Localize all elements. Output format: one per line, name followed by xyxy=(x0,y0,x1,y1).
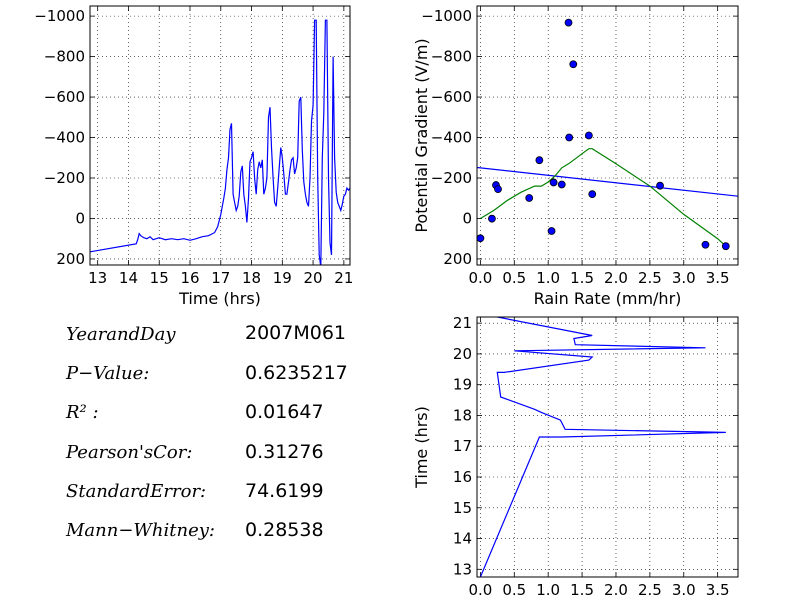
y-tick-label: −600 xyxy=(44,88,85,106)
x-tick-label: 2.5 xyxy=(638,581,662,599)
x-tick-label: 0.0 xyxy=(468,581,492,599)
x-tick-label: 1.0 xyxy=(536,269,560,287)
y-tick-label: −800 xyxy=(431,48,472,66)
x-tick-label: 20 xyxy=(304,269,323,287)
stat-label-year-and-day: YearandDay xyxy=(66,324,176,345)
y-tick-label: 18 xyxy=(453,406,472,424)
y-axis-label: Time (hrs) xyxy=(412,406,431,489)
y-tick-label: 17 xyxy=(453,437,472,455)
x-tick-label: 1.5 xyxy=(570,581,594,599)
y-tick-label: 20 xyxy=(453,345,472,363)
plot-area xyxy=(90,19,350,265)
y-tick-label: −200 xyxy=(44,169,85,187)
plot-frame xyxy=(89,5,351,266)
y-tick-label: 13 xyxy=(453,560,472,578)
y-tick-label: 14 xyxy=(453,530,472,548)
chart-panel-1: 13 14 15 16 17 18 19 20 21 200 0 −200 −400 −600 −800 −1… xyxy=(34,5,353,308)
data-point xyxy=(565,133,574,142)
data-point xyxy=(564,18,573,27)
y-tick-label: 21 xyxy=(453,314,472,332)
y-tick-label: −1000 xyxy=(421,7,472,25)
stat-label-r-squared: R² : xyxy=(66,402,99,423)
y-tick-label: 200 xyxy=(56,250,85,268)
y-tick-label: 0 xyxy=(462,209,472,227)
y-tick-label: 16 xyxy=(453,468,472,486)
data-point xyxy=(588,190,597,199)
data-point xyxy=(494,185,502,194)
data-point xyxy=(557,180,566,189)
x-tick-label: 3.0 xyxy=(672,581,696,599)
data-point xyxy=(701,240,710,249)
plot-frame xyxy=(476,316,739,578)
data-point xyxy=(477,234,485,243)
y-tick-label: −600 xyxy=(431,88,472,106)
data-point xyxy=(584,131,593,140)
y-tick-label: −1000 xyxy=(34,7,85,25)
stat-value-year-and-day: 2007M061 xyxy=(245,322,347,344)
x-tick-label: 18 xyxy=(242,269,261,287)
chart-panel-2: 0.0 0.5 1.0 1.5 2.0 2.5 3.0 3.5 200 0 −200 −400 −600… xyxy=(412,5,739,308)
x-tick-label: 19 xyxy=(273,269,292,287)
stat-label-pearsons-cor: Pearson'sCor: xyxy=(66,442,193,463)
y-tick-label: 19 xyxy=(453,376,472,394)
series-line-1 xyxy=(479,317,726,577)
x-tick-label: 2.5 xyxy=(638,269,662,287)
x-tick-label: 16 xyxy=(180,269,199,287)
data-point xyxy=(525,194,534,202)
x-tick-label: 17 xyxy=(211,269,230,287)
data-point xyxy=(721,242,730,251)
plot-frame xyxy=(476,5,739,266)
x-tick-label: 1.0 xyxy=(536,581,560,599)
x-tick-label: 3.5 xyxy=(706,269,730,287)
stat-value-pearsons-cor: 0.31276 xyxy=(245,441,324,463)
x-tick-label: 15 xyxy=(150,269,169,287)
y-axis-label: Potential Gradient (V/m) xyxy=(412,38,431,232)
y-tick-label: −400 xyxy=(431,129,472,147)
x-tick-label: 2.0 xyxy=(604,269,628,287)
stat-value-p-value: 0.6235217 xyxy=(245,362,348,384)
mean-line xyxy=(480,148,727,247)
y-tick-label: 15 xyxy=(453,499,472,517)
chart-panel-3: 0.0 0.5 1.0 1.5 2.0 2.5 3.0 3.5 13 14 15 16 17 18 19 20… xyxy=(412,314,739,599)
stat-value-mann-whitney: 0.28538 xyxy=(245,519,324,541)
x-tick-label: 2.0 xyxy=(604,581,628,599)
y-tick-label: −200 xyxy=(431,169,472,187)
y-tick-label: 0 xyxy=(75,209,85,227)
data-point xyxy=(656,181,664,190)
x-tick-label: 0.5 xyxy=(502,269,526,287)
x-tick-label: 3.5 xyxy=(706,581,730,599)
x-tick-label: 0.0 xyxy=(468,269,492,287)
x-tick-label: 3.0 xyxy=(672,269,696,287)
stat-value-r-squared: 0.01647 xyxy=(245,401,324,423)
fit-line xyxy=(477,166,738,197)
data-point xyxy=(549,178,558,187)
stat-value-standard-error: 74.6199 xyxy=(245,480,324,502)
x-tick-label: 13 xyxy=(88,269,107,287)
data-point xyxy=(569,60,578,69)
x-axis-label: Rain Rate (mm/hr) xyxy=(534,289,682,308)
x-tick-label: 21 xyxy=(334,269,353,287)
x-tick-label: 14 xyxy=(119,269,138,287)
stat-label-standard-error: StandardError: xyxy=(66,481,207,502)
series-line-1 xyxy=(90,19,350,265)
y-tick-label: −800 xyxy=(44,48,85,66)
data-point xyxy=(547,227,556,235)
y-tick-label: −400 xyxy=(44,129,85,147)
stat-label-mann-whitney: Mann−Whitney: xyxy=(66,520,215,541)
y-tick-label: 200 xyxy=(443,250,472,268)
plot-area xyxy=(477,18,738,251)
plot-area xyxy=(479,317,726,577)
data-point xyxy=(535,156,544,165)
stat-label-p-value: P−Value: xyxy=(66,363,150,384)
data-point xyxy=(488,214,496,223)
x-tick-label: 0.5 xyxy=(502,581,526,599)
x-tick-label: 1.5 xyxy=(570,269,594,287)
x-axis-label: Time (hrs) xyxy=(178,289,261,308)
